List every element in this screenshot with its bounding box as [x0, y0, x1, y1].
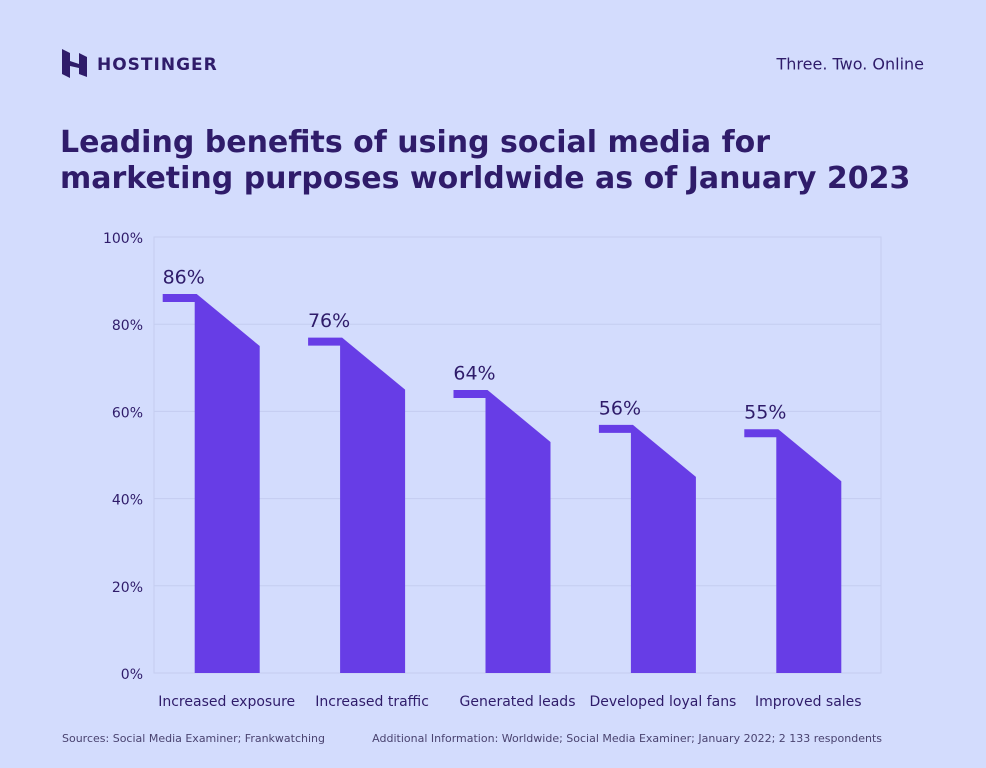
x-tick-label: Increased traffic: [315, 694, 429, 710]
y-tick-label: 100%: [103, 231, 143, 247]
x-tick-label: Increased exposure: [158, 694, 295, 710]
bar: [308, 337, 406, 673]
bar: [453, 389, 551, 673]
brand: HOSTINGER: [97, 55, 218, 75]
chart-title: Leading benefits of using social media f…: [60, 125, 911, 196]
sources: Sources: Social Media Examiner; Frankwat…: [62, 732, 325, 745]
value-label: 76%: [308, 310, 350, 332]
value-label: 86%: [163, 267, 205, 289]
additional-info: Additional Information: Worldwide; Socia…: [372, 732, 882, 745]
x-tick-label: Developed loyal fans: [589, 694, 736, 710]
tagline: Three. Two. Online: [776, 55, 925, 74]
x-tick-label: Improved sales: [755, 694, 862, 710]
value-label: 56%: [599, 397, 641, 419]
bar: [744, 429, 842, 673]
logo-icon: [62, 49, 87, 78]
y-tick-label: 40%: [112, 493, 143, 509]
y-tick-label: 0%: [121, 667, 143, 683]
x-tick-label: Generated leads: [460, 694, 576, 710]
bar: [598, 424, 696, 673]
y-tick-label: 60%: [112, 405, 143, 421]
y-tick-label: 80%: [112, 318, 143, 334]
y-tick-label: 20%: [112, 580, 143, 596]
bar: [162, 294, 260, 673]
title-box: Leading benefits of using social media f…: [60, 125, 911, 196]
value-label: 64%: [453, 362, 495, 384]
value-label: 55%: [744, 402, 786, 424]
